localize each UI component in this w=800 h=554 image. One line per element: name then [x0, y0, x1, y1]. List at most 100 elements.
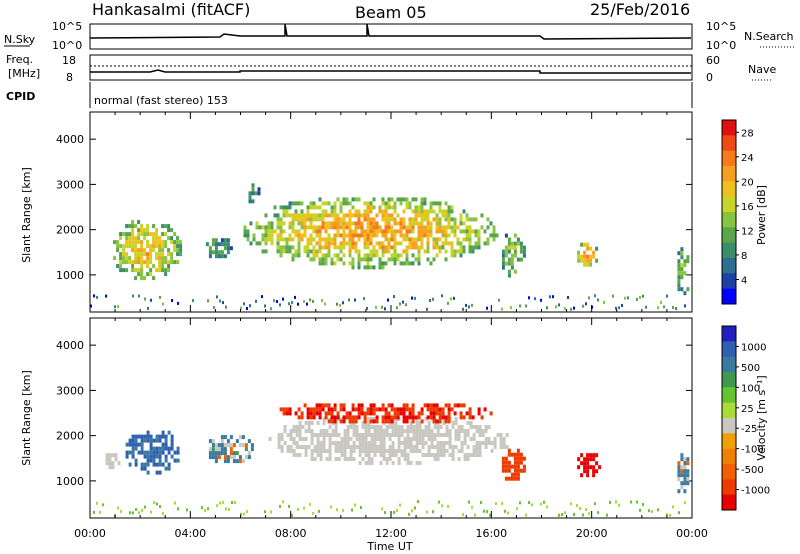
scatter-cell: [510, 476, 514, 481]
scatter-cell: [516, 460, 520, 465]
scatter-cell: [255, 299, 257, 303]
scatter-cell: [445, 449, 449, 453]
scatter-cell: [328, 449, 332, 453]
scatter-cell: [369, 217, 373, 222]
scatter-cell: [140, 232, 144, 237]
scatter-cell: [264, 237, 268, 242]
scatter-cell: [292, 429, 296, 433]
scatter-cell: [336, 257, 340, 262]
scatter-cell: [264, 241, 268, 246]
scatter-cell: [580, 453, 584, 458]
colorbar-swatch: [722, 372, 736, 388]
scatter-cell: [432, 510, 434, 514]
scatter-cell: [348, 241, 352, 246]
colorbar-tick-label: 28: [741, 128, 754, 139]
scatter-cell: [372, 249, 376, 254]
scatter-cell: [300, 415, 304, 420]
scatter-cell: [357, 257, 361, 262]
scatter-cell: [241, 435, 245, 440]
scatter-cell: [137, 256, 141, 261]
scatter-cell: [297, 213, 301, 218]
scatter-cell: [357, 237, 361, 242]
scatter-cell: [306, 241, 310, 246]
scatter-cell: [363, 237, 367, 242]
scatter-cell: [388, 445, 392, 449]
scatter-cell: [300, 237, 304, 242]
scatter-cell: [129, 511, 131, 515]
scatter-cell: [342, 229, 346, 234]
scatter-cell: [140, 244, 144, 249]
scatter-cell: [522, 464, 526, 469]
scatter-cell: [680, 473, 684, 478]
scatter-cell: [270, 241, 274, 246]
scatter-cell: [279, 229, 283, 234]
scatter-cell: [430, 433, 434, 437]
scatter-cell: [379, 437, 383, 441]
scatter-cell: [417, 245, 421, 250]
scatter-cell: [167, 430, 171, 435]
scatter-cell: [170, 236, 174, 241]
scatter-cell: [391, 445, 395, 449]
scatter-cell: [405, 245, 409, 250]
scatter-cell: [340, 441, 344, 445]
scatter-cell: [131, 268, 135, 273]
scatter-cell: [447, 407, 451, 412]
scatter-cell: [454, 433, 458, 437]
scatter-cell: [143, 260, 147, 265]
scatter-cell: [352, 425, 356, 429]
scatter-cell: [276, 245, 280, 250]
scatter-cell: [309, 213, 313, 218]
scatter-cell: [336, 197, 340, 202]
scatter-cell: [327, 233, 331, 238]
scatter-cell: [402, 407, 406, 412]
scatter-cell: [513, 468, 517, 473]
scatter-cell: [119, 260, 123, 265]
scatter-cell: [684, 501, 686, 505]
scatter-cell: [525, 513, 527, 517]
scatter-cell: [339, 403, 343, 408]
scatter-cell: [403, 437, 407, 441]
scatter-cell: [176, 236, 180, 241]
scatter-cell: [270, 510, 272, 514]
scatter-cell: [149, 434, 153, 439]
scatter-cell: [472, 453, 476, 457]
scatter-cell: [232, 451, 236, 456]
scatter-cell: [226, 238, 230, 243]
scatter-cell: [316, 421, 320, 425]
scatter-cell: [465, 411, 469, 416]
scatter-cell: [400, 429, 404, 433]
scatter-cell: [298, 433, 302, 437]
scatter-cell: [384, 245, 388, 250]
scatter-cell: [279, 237, 283, 242]
scatter-cell: [441, 213, 445, 218]
scatter-cell: [387, 221, 391, 226]
scatter-cell: [164, 454, 168, 459]
scatter-cell: [167, 252, 171, 257]
scatter-cell: [150, 510, 152, 514]
ytick-label: 1000: [56, 475, 84, 488]
scatter-cell: [427, 429, 431, 433]
scatter-cell: [137, 236, 141, 241]
scatter-cell: [143, 434, 147, 439]
scatter-cell: [330, 415, 334, 420]
scatter-cell: [411, 221, 415, 226]
scatter-cell: [155, 462, 159, 467]
scatter-cell: [683, 259, 687, 264]
scatter-cell: [501, 261, 505, 266]
scatter-cell: [250, 447, 254, 452]
scatter-cell: [134, 458, 138, 463]
scatter-cell: [158, 454, 162, 459]
scatter-cell: [441, 504, 443, 508]
scatter-cell: [486, 306, 488, 310]
scatter-cell: [381, 209, 385, 214]
scatter-cell: [382, 437, 386, 441]
scatter-cell: [387, 403, 391, 408]
scatter-cell: [217, 455, 221, 460]
scatter-cell: [459, 221, 463, 226]
scatter-cell: [450, 407, 454, 412]
scatter-cell: [411, 197, 415, 202]
scatter-cell: [140, 260, 144, 265]
scatter-cell: [589, 246, 593, 251]
scatter-cell: [477, 229, 481, 234]
